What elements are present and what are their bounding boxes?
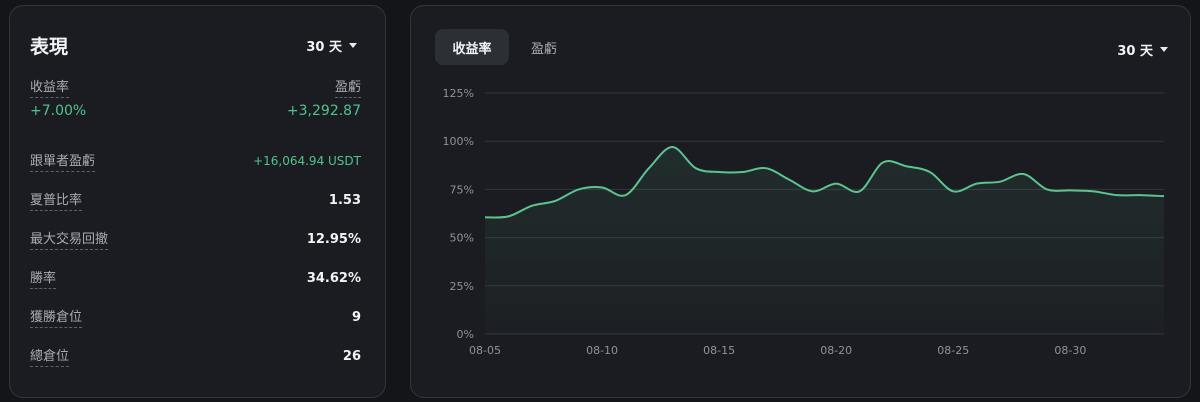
period-dropdown[interactable]: 30 天 [306,36,357,55]
return-rate-label[interactable]: 收益率 [30,76,70,98]
follower-pnl-label[interactable]: 跟單者盈虧 [30,150,96,172]
return-rate-value: +7.00% [30,103,87,119]
return-rate-area [485,146,1164,334]
chart-card: 收益率 盈虧 30 天 0% 25% 50% 75% 100% 125% 08-05 08-1… [410,5,1191,398]
stat-row-winning-positions: 獲勝倉位 9 [30,306,361,328]
x-tick-label: 08-15 [703,344,735,357]
y-tick-label: 125% [443,87,474,100]
stat-row-win-rate: 勝率 34.62% [30,267,361,289]
chart-period-dropdown[interactable]: 30 天 [1117,40,1168,59]
max-drawdown-value: 12.95% [306,231,361,247]
period-dropdown-label: 30 天 [306,40,342,55]
stat-row-sharpe: 夏普比率 1.53 [30,189,361,211]
tab-return-rate[interactable]: 收益率 [435,29,509,65]
sharpe-label[interactable]: 夏普比率 [30,189,83,211]
caret-down-icon [349,43,357,48]
x-tick-label: 08-25 [937,344,969,357]
performance-card: 表現 30 天 收益率 盈虧 +7.00% +3,292.87 跟單者盈虧 +1… [9,5,386,398]
max-drawdown-label[interactable]: 最大交易回撤 [30,228,109,250]
stat-row-follower-pnl: 跟單者盈虧 +16,064.94 USDT [30,150,361,172]
winning-positions-label[interactable]: 獲勝倉位 [30,306,83,328]
win-rate-label[interactable]: 勝率 [30,267,57,289]
sharpe-value: 1.53 [328,192,361,208]
chart-period-dropdown-label: 30 天 [1117,44,1153,59]
return-pnl-values: +7.00% +3,292.87 [30,103,361,119]
x-tick-label: 08-20 [820,344,852,357]
x-tick-label: 08-10 [586,344,618,357]
y-tick-label: 0% [457,328,474,341]
total-positions-value: 26 [342,348,361,364]
winning-positions-value: 9 [351,309,361,325]
follower-pnl-value: +16,064.94 USDT [253,154,361,168]
stat-row-max-drawdown: 最大交易回撤 12.95% [30,228,361,250]
win-rate-value: 34.62% [306,270,361,286]
performance-title: 表現 [30,36,69,58]
y-tick-label: 50% [450,232,474,245]
return-rate-line [484,145,1165,219]
pnl-label[interactable]: 盈虧 [334,76,361,98]
y-tick-label: 75% [450,183,474,196]
x-tick-label: 08-30 [1054,344,1086,357]
return-pnl-labels: 收益率 盈虧 [30,76,361,98]
caret-down-icon [1160,47,1168,52]
return-rate-chart: 0% 25% 50% 75% 100% 125% 08-05 08-10 08-15 08-20 0… [443,87,1165,357]
y-tick-label: 100% [443,135,474,148]
pnl-value: +3,292.87 [286,103,361,119]
stat-row-total-positions: 總倉位 26 [30,345,361,367]
total-positions-label[interactable]: 總倉位 [30,345,70,367]
y-tick-label: 25% [450,280,474,293]
tab-pnl[interactable]: 盈虧 [530,41,557,57]
x-tick-label: 08-05 [469,344,501,357]
